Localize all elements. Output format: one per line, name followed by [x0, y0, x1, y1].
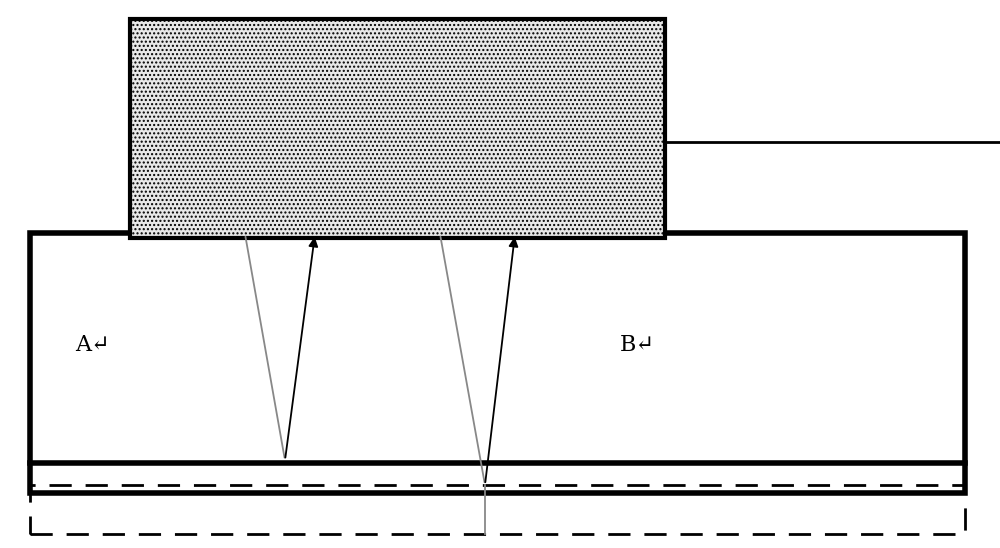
Text: B↵: B↵ — [620, 334, 655, 356]
Bar — [30, 485, 965, 534]
Bar — [30, 233, 965, 493]
Text: A↵: A↵ — [75, 334, 110, 356]
Bar — [130, 19, 665, 238]
